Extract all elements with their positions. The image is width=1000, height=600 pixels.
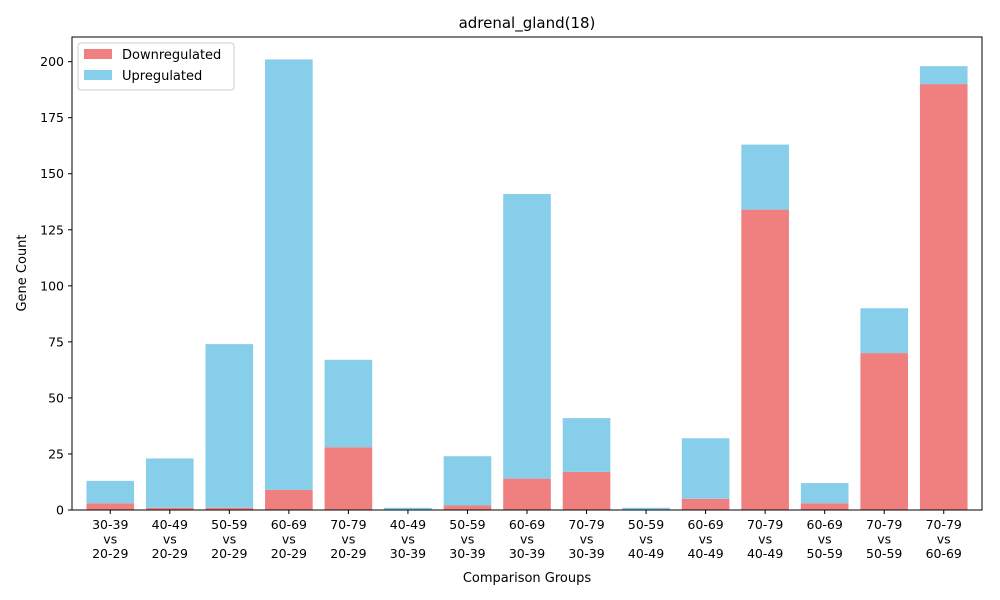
- bar-downregulated-12: [800, 503, 849, 510]
- bar-upregulated-4: [324, 359, 373, 448]
- bar-downregulated-0: [86, 503, 135, 510]
- bar-downregulated-11: [741, 209, 789, 511]
- bar-upregulated-7: [503, 193, 551, 479]
- y-tick-label: 25: [48, 446, 64, 461]
- y-tick-label: 100: [40, 278, 64, 293]
- bar-downregulated-6: [443, 505, 492, 510]
- bar-upregulated-8: [562, 418, 611, 472]
- x-tick-label: 40-49 vs 20-29: [152, 517, 188, 561]
- legend-swatch-upregulated: [84, 70, 112, 80]
- bar-downregulated-10: [681, 498, 730, 510]
- bar-downregulated-8: [562, 471, 611, 510]
- x-tick-label: 70-79 vs 40-49: [747, 517, 783, 561]
- bar-upregulated-0: [86, 480, 135, 504]
- bar-upregulated-12: [800, 483, 849, 504]
- bar-downregulated-4: [324, 447, 373, 510]
- bar-downregulated-14: [919, 84, 968, 510]
- legend-label-upregulated: Upregulated: [122, 69, 202, 84]
- y-axis: 0 25 50 75 100 125 150 175 200: [40, 54, 72, 518]
- x-axis-label: Comparison Groups: [463, 571, 592, 586]
- legend-label-downregulated: Downregulated: [122, 48, 221, 63]
- bar-downregulated-2: [205, 507, 254, 510]
- plot-frame: [71, 36, 983, 511]
- y-axis-label: Gene Count: [15, 234, 30, 311]
- legend-swatch-downregulated: [84, 49, 112, 59]
- bar-downregulated-13: [860, 353, 909, 510]
- bar-upregulated-9: [622, 507, 670, 510]
- x-tick-label: 40-49 vs 30-39: [390, 517, 426, 561]
- bar-upregulated-11: [741, 144, 789, 210]
- x-tick-label: 50-59 vs 40-49: [628, 517, 664, 561]
- y-tick-label: 125: [40, 222, 64, 237]
- x-tick-label: 70-79 vs 50-59: [866, 517, 902, 561]
- bar-downregulated-3: [265, 489, 313, 510]
- bar-upregulated-6: [443, 456, 492, 506]
- bar-downregulated-7: [503, 478, 551, 510]
- x-tick-label: 70-79 vs 30-39: [568, 517, 604, 561]
- y-tick-label: 50: [48, 390, 64, 405]
- x-tick-label: 70-79 vs 20-29: [330, 517, 366, 561]
- x-axis: 30-39 vs 20-29 40-49 vs 20-29 50-59 vs 20-29 60-6…: [92, 510, 962, 561]
- x-tick-label: 30-39 vs 20-29: [92, 517, 128, 561]
- chart-title: adrenal_gland(18): [459, 14, 596, 33]
- bar-upregulated-5: [384, 507, 432, 510]
- bar-upregulated-14: [919, 66, 968, 85]
- bar-upregulated-1: [145, 458, 194, 508]
- bars-layer: [86, 59, 968, 511]
- bar-downregulated-1: [145, 507, 194, 510]
- x-tick-label: 50-59 vs 20-29: [211, 517, 247, 561]
- x-tick-label: 60-69 vs 50-59: [807, 517, 843, 561]
- x-tick-label: 60-69 vs 40-49: [687, 517, 723, 561]
- bar-upregulated-2: [205, 344, 254, 508]
- x-tick-label: 60-69 vs 30-39: [509, 517, 545, 561]
- bar-upregulated-10: [681, 438, 730, 499]
- legend-box: [77, 42, 235, 91]
- x-tick-label: 50-59 vs 30-39: [449, 517, 485, 561]
- legend: Downregulated Upregulated: [77, 42, 235, 91]
- y-tick-label: 200: [40, 54, 64, 69]
- x-tick-label: 70-79 vs 60-69: [926, 517, 962, 561]
- bar-upregulated-13: [860, 308, 909, 354]
- y-tick-label: 0: [56, 503, 64, 518]
- x-tick-label: 60-69 vs 20-29: [271, 517, 307, 561]
- bar-upregulated-3: [265, 59, 313, 490]
- y-tick-label: 150: [40, 166, 64, 181]
- y-tick-label: 175: [40, 110, 64, 125]
- y-tick-label: 75: [48, 334, 64, 349]
